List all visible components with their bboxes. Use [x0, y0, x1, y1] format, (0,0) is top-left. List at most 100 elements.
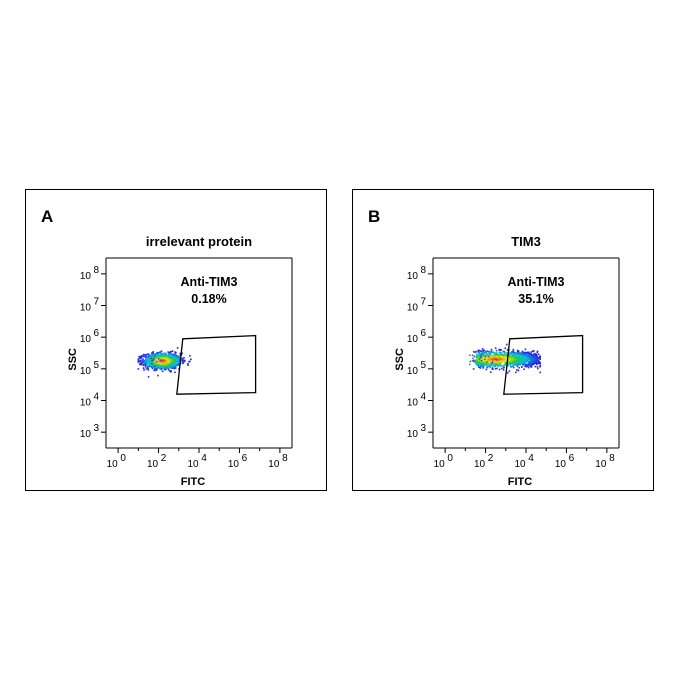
event-dot [517, 364, 519, 366]
event-dot [477, 359, 479, 362]
event-dot [483, 358, 486, 361]
event-dot [479, 367, 482, 369]
event-dot [160, 366, 163, 369]
event-dot [161, 366, 164, 368]
event-dot [139, 360, 142, 362]
event-dot [161, 364, 163, 366]
event-dot [527, 366, 530, 369]
event-dot [486, 350, 489, 352]
event-dot [161, 356, 164, 358]
event-dot [159, 351, 161, 353]
event-dot [164, 368, 166, 371]
x-tick-label: 10 [474, 459, 486, 470]
event-dot [479, 366, 481, 368]
event-dot [166, 363, 169, 365]
event-dot [172, 357, 174, 360]
event-dot [536, 367, 539, 370]
event-dot [533, 357, 535, 360]
event-dot [512, 361, 514, 363]
event-dot [516, 365, 519, 368]
event-dot [503, 358, 505, 360]
event-dot [511, 357, 514, 360]
event-dot [525, 352, 527, 355]
event-dot [473, 350, 475, 353]
event-dot [152, 359, 155, 362]
event-dot [528, 351, 530, 354]
event-dot [174, 356, 176, 358]
event-dot [480, 353, 483, 356]
event-dot [163, 363, 165, 366]
y-tick-exp: 4 [420, 392, 426, 403]
event-dot [147, 358, 150, 360]
event-dot [516, 353, 519, 355]
event-dot [169, 366, 171, 368]
event-dot [526, 357, 529, 360]
event-dot [523, 361, 525, 364]
x-tick-exp: 2 [488, 453, 494, 464]
event-dot [500, 359, 503, 361]
event-dot [184, 359, 186, 362]
event-dot [189, 355, 191, 357]
event-dot [515, 371, 517, 374]
event-dot [492, 351, 495, 354]
event-dot [519, 357, 522, 360]
event-dot [520, 360, 523, 362]
event-dot [161, 352, 163, 355]
event-dot [497, 356, 499, 359]
event-dot [480, 355, 482, 358]
event-dot [509, 361, 512, 364]
event-dot [155, 359, 158, 361]
event-dot [515, 355, 517, 357]
flow-plot-b: BTIM3100102104106108103104105106107108FI… [368, 207, 620, 488]
event-dot [529, 361, 531, 364]
event-dot [513, 360, 516, 363]
event-dot [529, 365, 532, 368]
event-dot [144, 360, 146, 362]
event-dot [483, 355, 486, 358]
event-dot [500, 351, 502, 354]
x-axis-label: FITC [181, 476, 205, 488]
event-dot [169, 353, 172, 355]
gate-percent: 0.18% [191, 292, 226, 306]
event-dot [154, 367, 157, 370]
event-dot [533, 355, 536, 357]
event-dot [137, 358, 140, 360]
event-dot [149, 359, 152, 361]
event-dot [535, 361, 538, 364]
event-dot [511, 363, 513, 365]
event-dot [510, 356, 513, 358]
event-dot [141, 362, 143, 364]
event-dot [477, 363, 480, 365]
event-dot [156, 367, 159, 370]
event-dot [155, 368, 157, 371]
event-dot [533, 352, 536, 355]
x-tick-exp: 4 [528, 453, 534, 464]
event-dot [510, 362, 513, 364]
event-dot [506, 363, 509, 366]
event-dot [507, 355, 510, 358]
event-dot [494, 356, 497, 359]
event-dot [534, 361, 536, 363]
event-dot [530, 366, 533, 368]
event-dot [149, 364, 151, 367]
event-dot [156, 359, 159, 362]
y-tick-label: 10 [80, 398, 92, 409]
event-dot [159, 355, 162, 357]
event-dot [495, 364, 497, 366]
event-dot [517, 357, 520, 359]
event-dot [167, 364, 170, 367]
event-dot [172, 364, 175, 367]
event-dot [155, 358, 157, 360]
event-dot [167, 366, 170, 368]
event-dot [522, 362, 524, 364]
event-dot [525, 359, 528, 362]
event-dot [521, 353, 524, 355]
event-dot [522, 358, 524, 360]
event-dot [513, 357, 515, 360]
event-dot [477, 349, 479, 352]
event-dot [491, 364, 493, 366]
event-dot [490, 364, 492, 366]
x-tick-exp: 8 [609, 453, 615, 464]
event-dot [484, 355, 487, 357]
event-dot [488, 350, 491, 353]
